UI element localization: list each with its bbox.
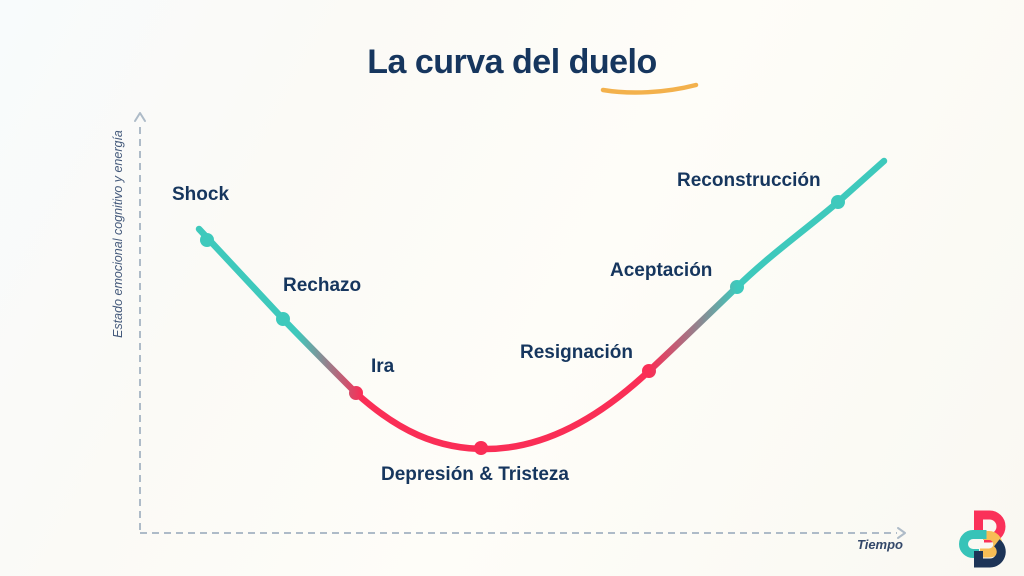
- curve-point-dot-ira: [349, 386, 363, 400]
- y-axis-arrow-icon: [134, 112, 146, 122]
- curve-point-dot-aceptacion: [730, 280, 744, 294]
- curve-point-dot-reconstruccion: [831, 195, 845, 209]
- x-axis-label: Tiempo: [857, 537, 903, 552]
- y-axis: [134, 112, 146, 530]
- x-axis: [140, 527, 906, 539]
- page-title: La curva del duelo: [367, 43, 657, 81]
- curve-point-dot-resignacion: [642, 364, 656, 378]
- title-underline-swoosh: [600, 82, 699, 95]
- curve-point-dot-depresion: [474, 441, 488, 455]
- curve-point-dot-rechazo: [276, 312, 290, 326]
- curve-point-dot-shock: [200, 233, 214, 247]
- stage-label-depresion: Depresión & Tristeza: [381, 464, 569, 485]
- stage-label-ira: Ira: [371, 356, 395, 377]
- stage-label-rechazo: Rechazo: [283, 275, 362, 296]
- y-axis-label: Estado emocional cognitivo y energía: [111, 130, 125, 338]
- stage-label-aceptacion: Aceptación: [610, 260, 713, 281]
- x-axis-arrow-icon: [897, 527, 906, 539]
- stage-label-shock: Shock: [172, 184, 230, 205]
- b-monogram-logo-icon: [959, 510, 1006, 568]
- curve-path: [195, 157, 888, 453]
- stage-label-resignacion: Resignación: [520, 342, 633, 363]
- stage-label-reconstruccion: Reconstrucción: [677, 170, 821, 191]
